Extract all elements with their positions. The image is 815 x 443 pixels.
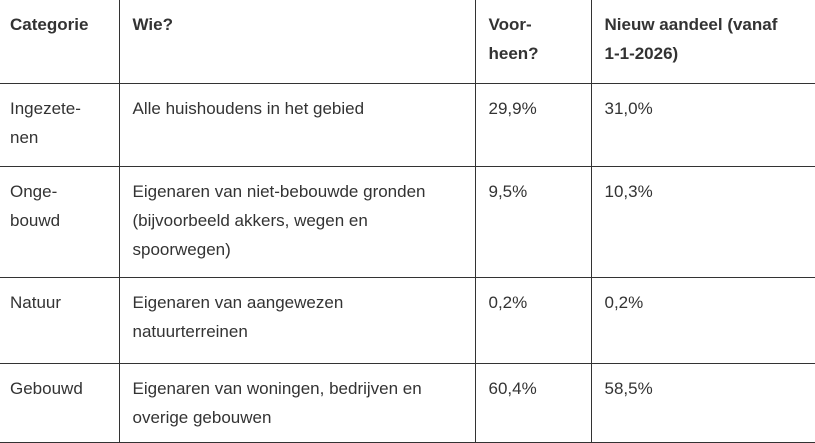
cell-nieuw-aandeel: 58,5% — [591, 363, 815, 443]
cell-nieuw-aandeel: 0,2% — [591, 277, 815, 364]
table-row-ongebouwd: Onge- bouwd Eigenaren van niet-bebouwde … — [0, 166, 815, 278]
cell-voorheen: 9,5% — [475, 166, 592, 278]
cell-categorie: Ingezete- nen — [0, 83, 120, 167]
col-header-voorheen: Voor- heen? — [475, 0, 592, 84]
cell-categorie: Onge- bouwd — [0, 166, 120, 278]
col-header-categorie: Categorie — [0, 0, 120, 84]
cell-voorheen: 29,9% — [475, 83, 592, 167]
table-row-natuur: Natuur Eigenaren van aangewezen natuurte… — [0, 277, 815, 364]
table-row-ingezetenen: Ingezete- nen Alle huishoudens in het ge… — [0, 83, 815, 167]
cell-wie: Eigenaren van niet-bebouwde gronden (bij… — [119, 166, 476, 278]
col-header-nieuw-aandeel: Nieuw aandeel (vanaf 1-1-2026) — [591, 0, 815, 84]
table-row-gebouwd: Gebouwd Eigenaren van woningen, bedrijve… — [0, 363, 815, 443]
col-header-wie: Wie? — [119, 0, 476, 84]
cell-nieuw-aandeel: 10,3% — [591, 166, 815, 278]
cell-wie: Eigenaren van woningen, bedrijven en ove… — [119, 363, 476, 443]
cell-wie: Eigenaren van aangewezen natuurterreinen — [119, 277, 476, 364]
cell-wie: Alle huishoudens in het gebied — [119, 83, 476, 167]
cell-voorheen: 0,2% — [475, 277, 592, 364]
cell-nieuw-aandeel: 31,0% — [591, 83, 815, 167]
cell-categorie: Gebouwd — [0, 363, 120, 443]
header-row: Categorie Wie? Voor- heen? Nieuw aandeel… — [0, 0, 815, 84]
cell-categorie: Natuur — [0, 277, 120, 364]
cell-voorheen: 60,4% — [475, 363, 592, 443]
